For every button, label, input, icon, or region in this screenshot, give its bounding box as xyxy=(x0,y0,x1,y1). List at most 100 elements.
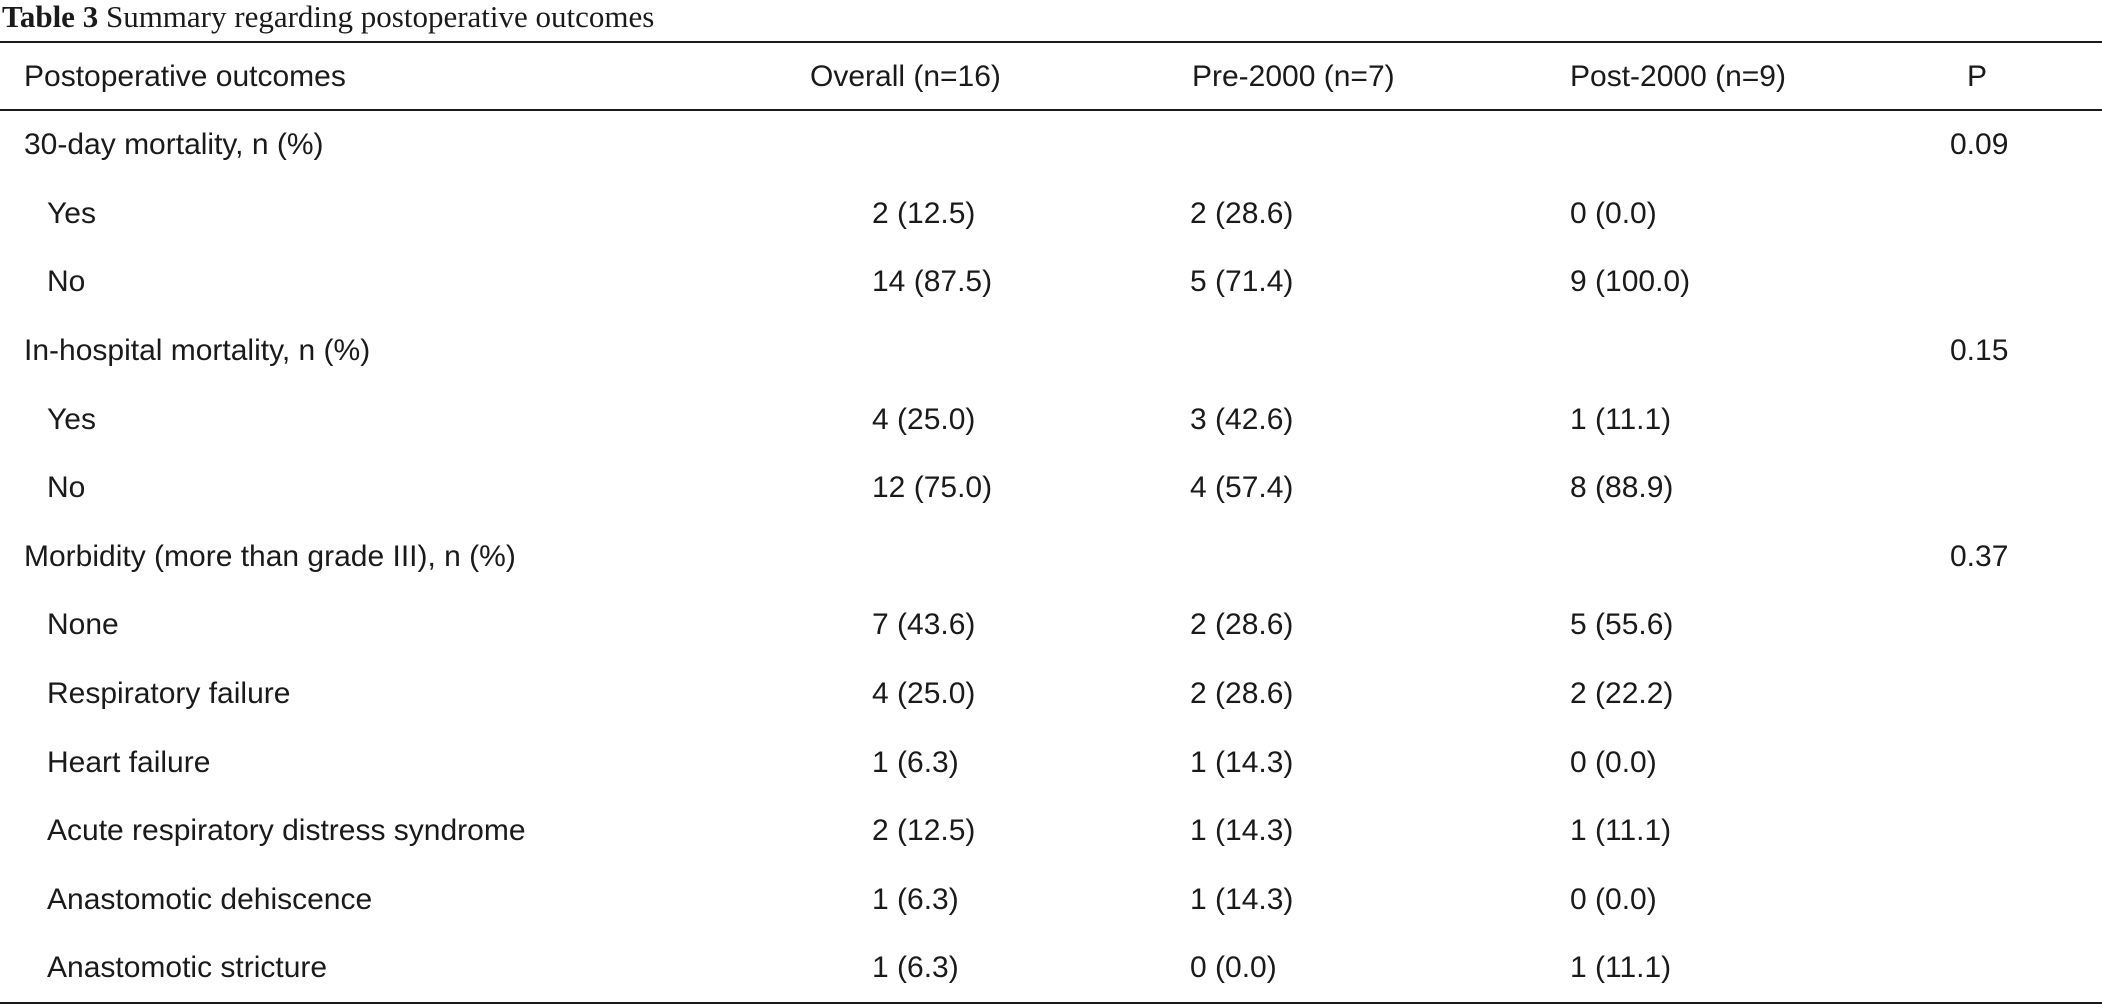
cell-overall: 2 (12.5) xyxy=(810,797,1190,866)
cell-post-2000: 0 (0.0) xyxy=(1570,180,1950,249)
cell-p-value xyxy=(1950,591,2102,660)
cell-pre-2000: 2 (28.6) xyxy=(1190,180,1570,249)
cell-pre-2000: 0 (0.0) xyxy=(1190,934,1570,1003)
table-header-row: Postoperative outcomes Overall (n=16) Pr… xyxy=(0,43,2102,109)
cell-p-value: 0.15 xyxy=(1950,317,2102,386)
table-row-sub: No 12 (75.0) 4 (57.4) 8 (88.9) xyxy=(0,454,2102,523)
table-bottom-rule xyxy=(0,1002,2102,1004)
header-overall: Overall (n=16) xyxy=(810,60,1001,93)
table-row-sub: Anastomotic stricture 1 (6.3) 0 (0.0) 1 (11… xyxy=(0,934,2102,1003)
cell-post-2000: 1 (11.1) xyxy=(1570,385,1950,454)
table-row-sub: Acute respiratory distress syndrome 2 (12… xyxy=(0,797,2102,866)
row-label: Respiratory failure xyxy=(0,660,810,729)
row-label: No xyxy=(0,454,810,523)
cell-pre-2000-text: 3 (42.6) xyxy=(1190,402,1294,436)
table-row-group: 30-day mortality, n (%) 0.09 xyxy=(0,111,2102,180)
cell-post-2000: 8 (88.9) xyxy=(1570,454,1950,523)
cell-post-2000 xyxy=(1570,523,1950,592)
table-row-sub: Heart failure 1 (6.3) 1 (14.3) 0 (0.0) xyxy=(0,728,2102,797)
cell-p-value-text: 0.15 xyxy=(1950,334,2009,368)
cell-p-value xyxy=(1950,385,2102,454)
cell-post-2000: 1 (11.1) xyxy=(1570,797,1950,866)
cell-p-value xyxy=(1950,180,2102,249)
cell-pre-2000: 1 (14.3) xyxy=(1190,866,1570,935)
table-row-group: Morbidity (more than grade III), n (%) 0.… xyxy=(0,523,2102,592)
cell-post-2000 xyxy=(1570,111,1950,180)
row-label: None xyxy=(0,591,810,660)
cell-post-2000: 0 (0.0) xyxy=(1570,866,1950,935)
cell-pre-2000-text: 2 (28.6) xyxy=(1190,608,1294,642)
cell-p-value xyxy=(1950,248,2102,317)
cell-overall xyxy=(810,111,1190,180)
cell-post-2000-text: 0 (0.0) xyxy=(1570,745,1657,779)
cell-pre-2000: 2 (28.6) xyxy=(1190,660,1570,729)
table-caption-text: Summary regarding postoperative outcomes xyxy=(105,0,655,34)
cell-pre-2000-text: 1 (14.3) xyxy=(1190,814,1294,848)
cell-overall-text: 7 (43.6) xyxy=(872,608,976,642)
cell-p-value-text: 0.09 xyxy=(1950,128,2009,162)
row-label-text: Respiratory failure xyxy=(47,677,291,711)
cell-p-value xyxy=(1950,454,2102,523)
table-caption-label: Table 3 xyxy=(2,0,99,34)
cell-overall: 1 (6.3) xyxy=(810,728,1190,797)
cell-overall-text: 1 (6.3) xyxy=(872,882,959,916)
cell-overall: 4 (25.0) xyxy=(810,385,1190,454)
cell-p-value: 0.37 xyxy=(1950,523,2102,592)
row-label-text: Morbidity (more than grade III), n (%) xyxy=(24,539,516,573)
cell-p-value xyxy=(1950,728,2102,797)
table-row-sub: None 7 (43.6) 2 (28.6) 5 (55.6) xyxy=(0,591,2102,660)
cell-p-value xyxy=(1950,934,2102,1003)
cell-post-2000: 5 (55.6) xyxy=(1570,591,1950,660)
row-label-text: No xyxy=(47,471,86,505)
cell-p-value xyxy=(1950,866,2102,935)
cell-pre-2000: 1 (14.3) xyxy=(1190,797,1570,866)
cell-pre-2000 xyxy=(1190,317,1570,386)
cell-overall: 1 (6.3) xyxy=(810,866,1190,935)
table-row-sub: Respiratory failure 4 (25.0) 2 (28.6) 2 (22… xyxy=(0,660,2102,729)
cell-pre-2000: 3 (42.6) xyxy=(1190,385,1570,454)
cell-post-2000: 2 (22.2) xyxy=(1570,660,1950,729)
cell-overall-text: 1 (6.3) xyxy=(872,951,959,985)
row-label: Morbidity (more than grade III), n (%) xyxy=(0,523,810,592)
row-label-text: 30-day mortality, n (%) xyxy=(24,128,324,162)
row-label: Anastomotic dehiscence xyxy=(0,866,810,935)
row-label-text: Anastomotic stricture xyxy=(47,951,328,985)
row-label: In-hospital mortality, n (%) xyxy=(0,317,810,386)
header-pre-2000: Pre-2000 (n=7) xyxy=(1192,60,1395,93)
cell-overall-text: 12 (75.0) xyxy=(872,471,993,505)
row-label: Heart failure xyxy=(0,728,810,797)
cell-pre-2000-text: 2 (28.6) xyxy=(1190,677,1294,711)
cell-overall: 1 (6.3) xyxy=(810,934,1190,1003)
table-row-sub: Anastomotic dehiscence 1 (6.3) 1 (14.3) 0 (… xyxy=(0,866,2102,935)
cell-pre-2000 xyxy=(1190,111,1570,180)
cell-post-2000-text: 1 (11.1) xyxy=(1570,402,1672,436)
table-row-sub: No 14 (87.5) 5 (71.4) 9 (100.0) xyxy=(0,248,2102,317)
cell-post-2000 xyxy=(1570,317,1950,386)
cell-p-value: 0.09 xyxy=(1950,111,2102,180)
cell-pre-2000-text: 1 (14.3) xyxy=(1190,745,1294,779)
cell-overall-text: 14 (87.5) xyxy=(872,265,993,299)
row-label: Yes xyxy=(0,180,810,249)
cell-p-value-text: 0.37 xyxy=(1950,539,2009,573)
cell-post-2000-text: 5 (55.6) xyxy=(1570,608,1674,642)
cell-post-2000: 9 (100.0) xyxy=(1570,248,1950,317)
row-label-text: None xyxy=(47,608,119,642)
cell-overall-text: 4 (25.0) xyxy=(872,402,976,436)
cell-post-2000: 0 (0.0) xyxy=(1570,728,1950,797)
cell-overall-text: 1 (6.3) xyxy=(872,745,959,779)
cell-pre-2000: 5 (71.4) xyxy=(1190,248,1570,317)
row-label: Acute respiratory distress syndrome xyxy=(0,797,810,866)
cell-pre-2000-text: 0 (0.0) xyxy=(1190,951,1277,985)
row-label-text: Yes xyxy=(47,402,96,436)
cell-p-value xyxy=(1950,660,2102,729)
cell-overall: 7 (43.6) xyxy=(810,591,1190,660)
row-label: Yes xyxy=(0,385,810,454)
cell-overall: 4 (25.0) xyxy=(810,660,1190,729)
cell-overall: 12 (75.0) xyxy=(810,454,1190,523)
table-caption: Table 3 Summary regarding postoperative … xyxy=(2,0,654,38)
table-row-sub: Yes 4 (25.0) 3 (42.6) 1 (11.1) xyxy=(0,385,2102,454)
row-label-text: Anastomotic dehiscence xyxy=(47,882,373,916)
header-outcomes: Postoperative outcomes xyxy=(24,60,346,93)
header-p-value: P xyxy=(1967,60,1988,93)
cell-overall xyxy=(810,523,1190,592)
